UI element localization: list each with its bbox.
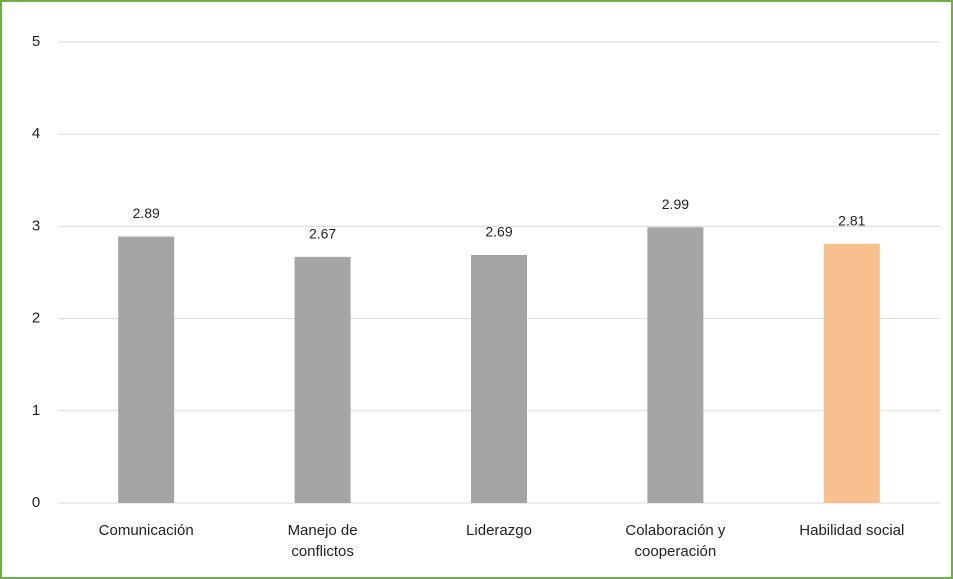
value-label: 2.67 (309, 226, 336, 242)
y-tick-label: 3 (32, 217, 40, 234)
y-tick-label: 0 (32, 494, 40, 511)
value-label: 2.99 (662, 196, 689, 212)
x-tick-label: Colaboración y cooperación (625, 522, 726, 560)
y-tick-label: 4 (32, 125, 40, 142)
value-label: 2.89 (133, 205, 160, 221)
bar (471, 254, 527, 503)
x-tick-label: Manejo de conflictos (287, 522, 358, 560)
bar (118, 236, 175, 504)
bar (294, 256, 351, 503)
x-tick-label: Liderazgo (466, 522, 532, 539)
y-tick-label: 5 (32, 33, 40, 50)
y-tick-label: 2 (32, 310, 40, 327)
value-label: 2.81 (838, 213, 865, 229)
bar (823, 243, 880, 503)
bar (647, 227, 704, 503)
x-tick-label: Habilidad social (799, 522, 905, 539)
y-tick-label: 1 (32, 402, 40, 419)
x-tick-label: Comunicación (98, 522, 194, 539)
value-label: 2.69 (485, 224, 512, 240)
